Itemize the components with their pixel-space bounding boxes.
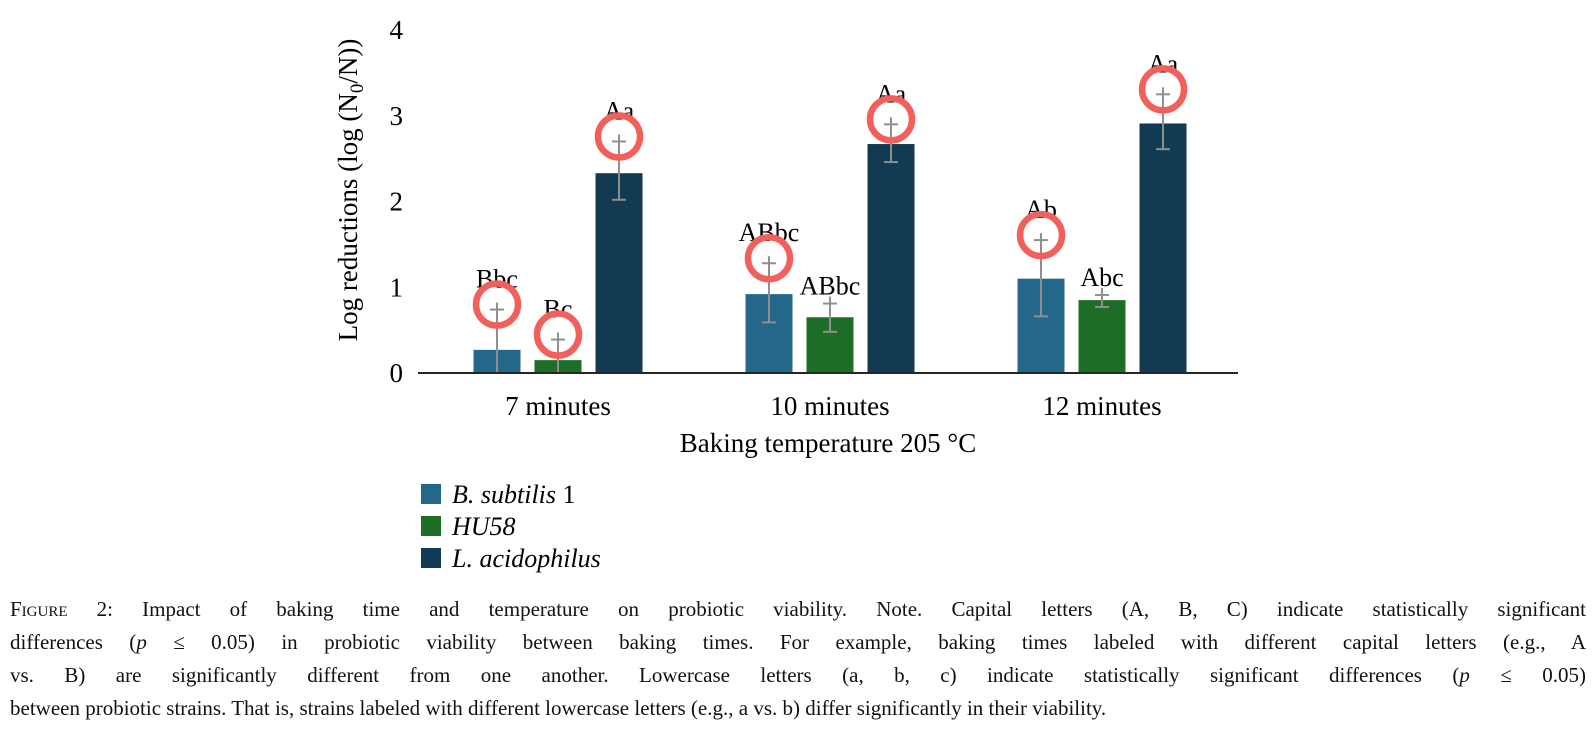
error-bar (1156, 87, 1170, 151)
legend-swatch (421, 484, 441, 504)
caption-line-1: Figure 2: Impact of baking time and temp… (10, 597, 1586, 621)
bar-hu58-2 (1078, 300, 1126, 373)
y-tick-label: 3 (390, 101, 404, 131)
legend-swatch (421, 548, 441, 568)
y-tick-label: 2 (390, 187, 404, 217)
x-category-label: 7 minutes (505, 391, 611, 421)
legend-swatch (421, 516, 441, 536)
sig-label: ABbc (739, 218, 800, 247)
y-axis-title: Log reductions (log (N0/N)) (333, 39, 368, 342)
bar-l-acidophilus-2 (1139, 123, 1187, 373)
legend-label: B. subtilis 1 (452, 480, 576, 509)
bar-l-acidophilus-0 (595, 173, 643, 373)
sig-label: ABbc (800, 272, 861, 301)
error-bar (1095, 287, 1109, 308)
error-bar (612, 134, 626, 201)
error-bar (762, 256, 776, 324)
circle-annotation (1016, 210, 1066, 260)
bar-l-acidophilus-1 (867, 144, 915, 373)
y-tick-label: 1 (390, 272, 404, 302)
legend-label: L. acidophilus (451, 544, 601, 573)
figure-caption: Figure 2: Impact of baking time and temp… (10, 593, 1586, 725)
x-axis-title: Baking temperature 205 °C (680, 428, 976, 458)
error-bar (1034, 233, 1048, 318)
circle-annotation (1138, 65, 1188, 114)
sig-label: Abc (1080, 263, 1123, 292)
error-bar (490, 302, 504, 373)
caption-line-2: differences (p ≤ 0.05) in probiotic viab… (10, 630, 1586, 654)
circle-annotation (594, 112, 644, 161)
x-category-label: 12 minutes (1042, 391, 1161, 421)
bar-chart: Bbc ABbc Ab Bc ABbc Abc Aa Aa Aa 0 1 2 3 4 Log reducti… (333, 15, 1238, 573)
circle-annotation (533, 310, 583, 359)
legend-label: HU58 (451, 512, 516, 541)
circle-annotation (744, 233, 794, 283)
y-tick-label: 0 (390, 358, 404, 388)
y-tick-label: 4 (390, 15, 404, 45)
circle-annotation (866, 95, 916, 144)
error-bar (823, 296, 837, 333)
circle-annotation (472, 280, 522, 329)
x-category-label: 10 minutes (770, 391, 889, 421)
caption-line-4: between probiotic strains. That is, stra… (10, 696, 1107, 720)
caption-line-3: vs. B) are significantly different from … (10, 663, 1586, 687)
